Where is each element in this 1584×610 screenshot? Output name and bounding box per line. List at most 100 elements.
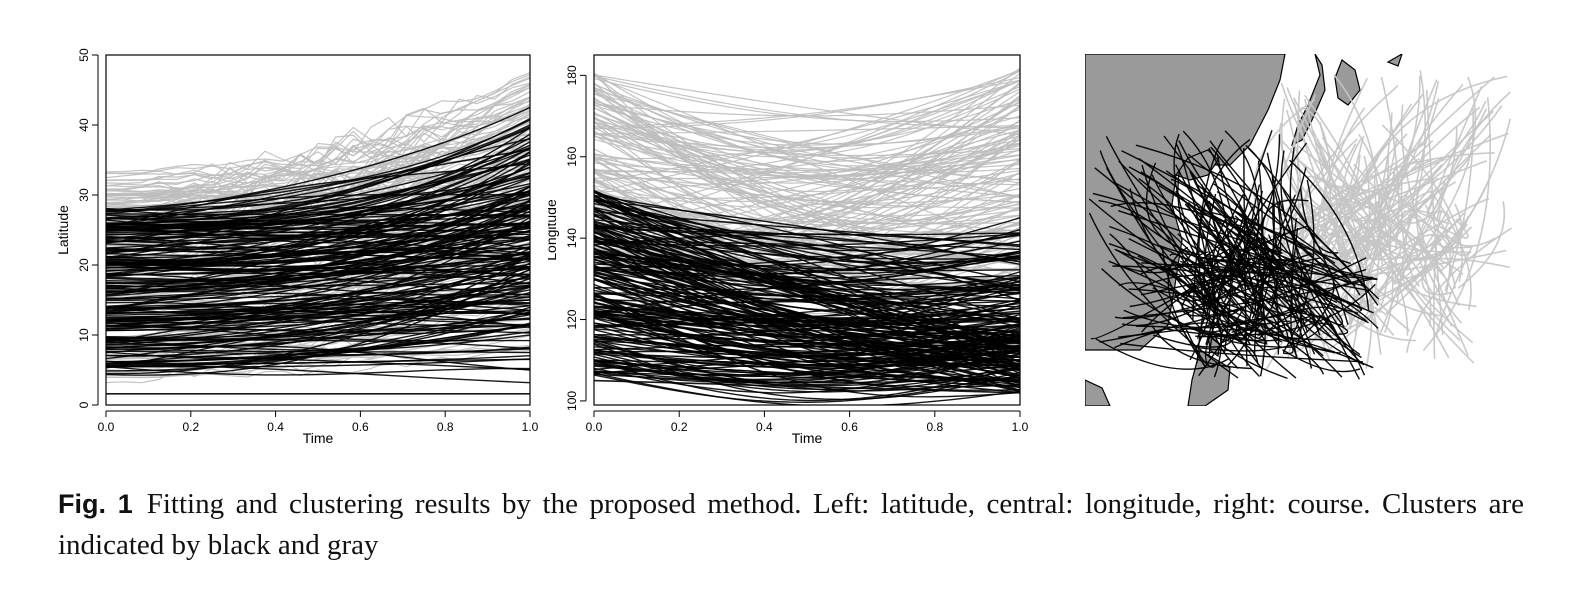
course-track-black: [1151, 325, 1252, 370]
trajectory-line-black: [106, 230, 530, 310]
course-track-gray: [1435, 245, 1474, 338]
trajectory-line-black: [106, 249, 530, 278]
x-tick-label: 1.0: [1012, 420, 1029, 434]
trajectory-line-black: [106, 193, 530, 294]
trajectory-line-black: [106, 243, 530, 260]
trajectory-line-black: [106, 354, 530, 371]
trajectory-line-black: [594, 227, 1020, 342]
trajectory-line-black: [594, 194, 1020, 301]
trajectory-line-black: [594, 220, 1020, 366]
trajectory-line-black: [594, 322, 1020, 347]
trajectory-line-black: [106, 284, 530, 302]
course-track-black: [1141, 250, 1271, 333]
course-track-black: [1290, 218, 1298, 307]
x-axis-label: Time: [303, 430, 334, 446]
trajectory-line-black: [594, 313, 1020, 370]
trajectory-line-black: [594, 271, 1020, 321]
course-track-black: [1120, 342, 1363, 363]
course-map: [1080, 50, 1520, 410]
trajectory-line-black: [106, 317, 530, 327]
course-track-black: [1248, 184, 1285, 333]
y-tick-label: 0: [77, 401, 91, 408]
trajectory-line-gray: [594, 118, 1020, 221]
course-track-gray: [1302, 186, 1411, 307]
trajectory-line-black: [594, 379, 1020, 394]
course-track-black: [1159, 244, 1378, 281]
course-track-black: [1260, 323, 1325, 375]
y-tick-label: 40: [77, 118, 91, 132]
course-track-black: [1234, 294, 1290, 343]
course-track-black: [1115, 249, 1204, 318]
course-track-gray: [1349, 209, 1477, 308]
y-axis-label: Latitude: [55, 205, 71, 255]
course-track-black: [1258, 257, 1294, 349]
series-black-cluster: [594, 189, 1020, 405]
trajectory-line-black: [106, 263, 530, 312]
trajectory-line-gray: [594, 98, 1020, 178]
trajectory-line-black: [594, 307, 1020, 322]
x-tick-label: 0.0: [586, 420, 603, 434]
course-track-black: [1173, 133, 1245, 338]
course-track-gray: [1407, 201, 1424, 257]
course-track-black: [1209, 140, 1361, 306]
x-tick-label: 0.0: [98, 420, 115, 434]
trajectory-line-black: [106, 204, 530, 232]
trajectory-line-black: [594, 338, 1020, 365]
trajectory-line-black: [106, 358, 530, 368]
trajectory-line-black: [106, 175, 530, 213]
trajectory-line-black: [106, 331, 530, 365]
course-track-black: [1236, 134, 1281, 263]
trajectory-line-gray: [106, 76, 530, 185]
trajectory-line-gray: [594, 135, 1020, 174]
course-track-black: [1289, 159, 1370, 310]
trajectory-line-black: [106, 311, 530, 360]
trajectory-line-black: [594, 273, 1020, 318]
trajectory-line-black: [106, 355, 530, 365]
trajectory-line-gray: [594, 75, 1020, 250]
trajectory-line-black: [106, 205, 530, 285]
course-track-gray: [1344, 158, 1447, 217]
course-track-black: [1140, 263, 1361, 308]
trajectory-line-black: [594, 240, 1020, 276]
trajectory-line-gray: [106, 104, 530, 187]
trajectory-line-black: [594, 191, 1020, 265]
course-tracks-black: [1088, 130, 1380, 380]
course-track-black: [1268, 275, 1288, 304]
trajectory-line-black: [594, 261, 1020, 342]
y-axis-label: Longitude: [548, 199, 559, 261]
trajectory-line-black: [106, 163, 530, 263]
trajectory-line-gray: [594, 86, 1020, 160]
course-track-black: [1255, 214, 1283, 264]
course-track-black: [1197, 240, 1243, 339]
course-track-black: [1099, 257, 1367, 343]
trajectory-line-black: [106, 272, 530, 296]
course-track-black: [1167, 246, 1207, 369]
course-track-gray: [1377, 201, 1394, 333]
trajectory-line-gray: [106, 127, 530, 193]
y-tick-label: 180: [565, 65, 579, 85]
trajectory-line-black: [594, 275, 1020, 298]
x-tick-label: 1.0: [522, 420, 539, 434]
trajectory-line-black: [594, 360, 1020, 380]
trajectory-line-black: [106, 253, 530, 276]
trajectory-line-black: [106, 268, 530, 346]
trajectory-line-gray: [594, 79, 1020, 128]
x-tick-label: 0.6: [841, 420, 858, 434]
land-mass: [1085, 379, 1111, 406]
course-track-gray: [1352, 209, 1406, 239]
trajectory-line-gray: [594, 104, 1020, 117]
trajectory-line-black: [106, 223, 530, 312]
trajectory-line-black: [594, 338, 1020, 364]
trajectory-line-black: [594, 237, 1020, 294]
course-track-gray: [1306, 175, 1383, 214]
course-track-black: [1247, 147, 1349, 325]
course-track-gray: [1425, 90, 1444, 335]
trajectory-line-black: [106, 176, 530, 236]
course-track-black: [1114, 248, 1215, 289]
course-track-black: [1228, 206, 1283, 255]
course-track-gray: [1264, 85, 1399, 312]
trajectory-line-black: [594, 343, 1020, 401]
trajectory-line-black: [106, 366, 530, 376]
y-tick-label: 50: [77, 48, 91, 62]
course-track-black: [1203, 211, 1366, 376]
